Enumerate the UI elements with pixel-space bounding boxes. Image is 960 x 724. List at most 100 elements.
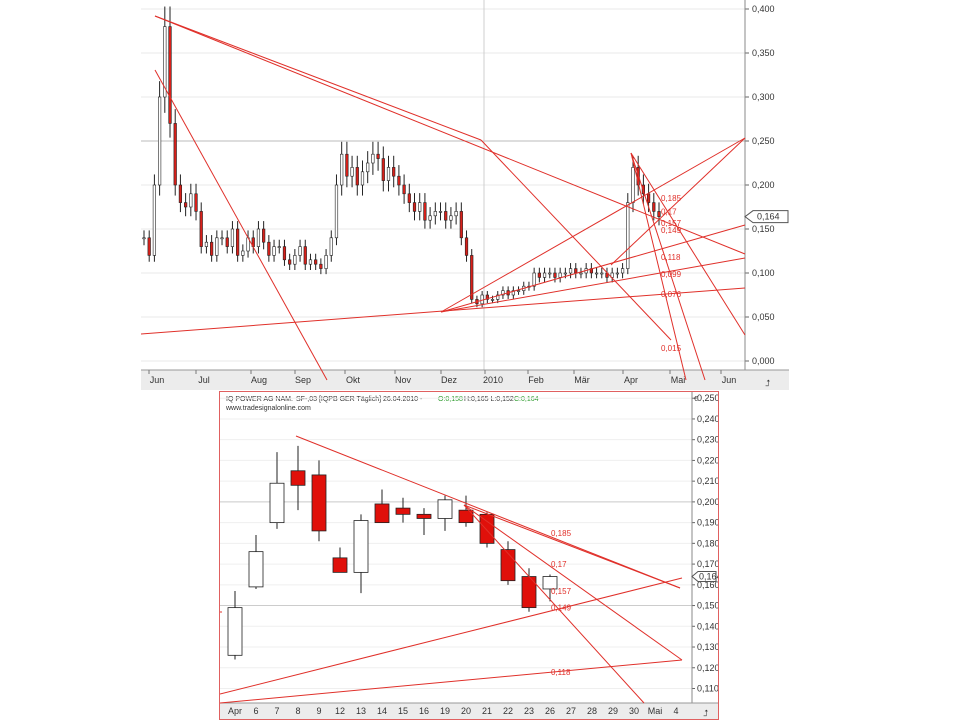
x-tick-label: 13	[356, 706, 366, 716]
chart-header-open: O:0,158	[438, 396, 463, 403]
chart-header-hl: H:0,165 L:0,152	[464, 396, 514, 403]
overview-chart-svg: 0,400 0,350 0,300 0,250 0,200 0,150 0,100 0,050…	[140, 0, 789, 390]
price-candle	[293, 255, 297, 265]
price-candle	[308, 259, 313, 265]
price-candle	[402, 184, 406, 195]
chart-header-close: C:0,164	[514, 396, 539, 403]
price-candle	[262, 228, 266, 243]
currency-label: €	[694, 396, 698, 403]
price-candle	[334, 184, 339, 239]
chart-watermark: www.tradesignalonline.com	[225, 405, 311, 412]
candle-body	[458, 509, 474, 524]
x-tick-label: 20	[461, 706, 471, 716]
x-tick-label: 16	[419, 706, 429, 716]
price-candle	[407, 193, 411, 203]
x-tick-label: 6	[253, 706, 258, 716]
price-candle	[600, 272, 604, 275]
price-candle	[272, 246, 276, 256]
trend-line	[440, 257, 746, 313]
fib-level-label: 0,17	[661, 207, 677, 216]
y-tick-label: 0,220	[697, 455, 718, 465]
x-tick-label: 4	[673, 706, 678, 716]
x-tick-label: Apr	[228, 706, 242, 716]
price-candle	[314, 259, 318, 265]
x-tick-label: 22	[503, 706, 513, 716]
trend-line	[154, 15, 746, 255]
x-tick-label: Mai	[648, 706, 663, 716]
x-tick-label: Jun	[150, 375, 165, 385]
y-tick-label: 0,050	[752, 312, 775, 322]
detail-chart-svg: IQ POWER AG NAM. SF-,03 [IQPB GER Täglic…	[219, 392, 722, 719]
fib-level-label: 0,118	[661, 253, 681, 262]
x-tick-label: 26	[545, 706, 555, 716]
price-candle	[210, 241, 214, 256]
fib-level-label: 0,157	[661, 219, 682, 228]
x-tick-label: 8	[295, 706, 300, 716]
x-tick-label: 27	[566, 706, 576, 716]
price-candle	[319, 263, 323, 269]
x-tick-label: 14	[377, 706, 387, 716]
price-candle	[657, 211, 661, 217]
price-candle	[230, 228, 235, 247]
fib-level-label: 0,157	[551, 587, 572, 596]
price-candle	[340, 153, 344, 186]
price-candle	[438, 211, 443, 213]
trend-line	[219, 577, 683, 695]
fib-level-label: 0,076	[661, 290, 682, 299]
price-candle	[371, 153, 375, 164]
trend-line	[463, 504, 681, 589]
x-tick-label: 19	[440, 706, 450, 716]
x-tick-label: 12	[335, 706, 345, 716]
trend-line	[295, 435, 681, 589]
price-candle	[204, 241, 209, 247]
y-tick-label: 0,230	[697, 435, 718, 445]
price-candle	[288, 259, 292, 265]
price-candle	[282, 246, 287, 261]
fib-level-label: 0,118	[551, 668, 571, 677]
x-tick-label: Apr	[624, 375, 638, 385]
price-candle	[267, 241, 271, 256]
chart-header-symbol: SF-,03 [IQPB GER Täglich] 26.04.2010 -	[296, 396, 423, 403]
price-candle	[568, 268, 573, 274]
price-candle	[449, 215, 453, 221]
price-candle	[490, 299, 495, 301]
price-candle	[563, 272, 567, 275]
price-candle	[418, 202, 422, 212]
y-tick-label: 0,250	[697, 393, 718, 403]
price-candle	[189, 193, 193, 208]
price-candle	[163, 26, 167, 98]
trend-line	[154, 69, 328, 381]
candle-body	[395, 507, 411, 515]
x-tick-label: Mai	[671, 375, 686, 385]
price-candle	[350, 167, 354, 177]
candle-body	[500, 549, 516, 582]
price-candle	[594, 272, 599, 275]
chart-header-name: IQ POWER AG NAM.	[226, 396, 293, 403]
x-tick-label: Dez	[441, 375, 458, 385]
trend-line	[440, 137, 746, 313]
expand-icon: ⮥	[703, 708, 708, 718]
y-tick-label: 0,150	[752, 224, 775, 234]
price-candle	[480, 294, 484, 305]
price-candle	[444, 211, 448, 221]
x-tick-label: 28	[587, 706, 597, 716]
trend-line	[630, 152, 687, 381]
x-tick-label: 7	[274, 706, 279, 716]
fib-level-label: 0,015	[661, 344, 682, 353]
price-candle	[496, 294, 500, 300]
price-candle	[412, 202, 417, 212]
candle-body	[332, 557, 348, 573]
y-tick-label: 0,210	[697, 476, 718, 486]
x-tick-label: 9	[316, 706, 321, 716]
x-tick-label: Feb	[528, 375, 544, 385]
price-candle	[324, 255, 328, 269]
trend-line	[463, 504, 645, 704]
price-candle	[256, 228, 261, 247]
fib-level-label: 0,17	[551, 560, 567, 569]
price-candle	[532, 272, 536, 287]
last-price-tag	[691, 571, 717, 583]
price-candle	[548, 272, 552, 275]
last-price-label: 0,164	[699, 572, 718, 582]
y-tick-label: 0,250	[752, 136, 775, 146]
candle-body	[374, 503, 390, 524]
